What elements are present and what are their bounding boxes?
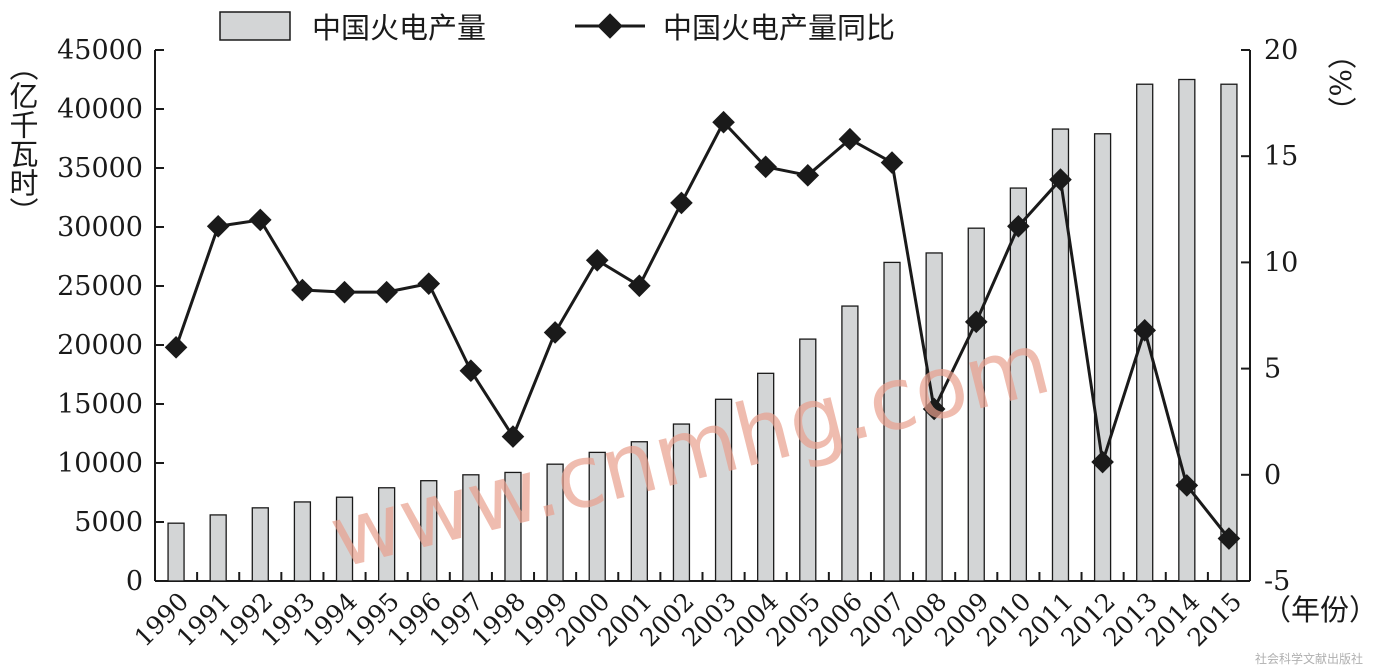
axes [154, 50, 1251, 582]
bar [377, 487, 396, 582]
y-left-tick-label: 15000 [57, 389, 143, 420]
bar [588, 451, 606, 582]
yoy-point [1217, 527, 1241, 550]
y-right-tick-label: 5 [1264, 354, 1281, 385]
bar [841, 305, 859, 582]
yoy-point [712, 110, 735, 134]
y-right-unit: （%） [1323, 40, 1357, 126]
publisher-mark: 社会科学文献出版社 [1255, 651, 1363, 666]
y-left-unit-text: （亿千瓦时） [5, 52, 39, 226]
yoy-point [333, 280, 356, 304]
yoy-point [459, 359, 483, 383]
bar [504, 471, 522, 582]
y-left-tick-label: 45000 [57, 35, 143, 66]
bar [462, 474, 480, 582]
legend-bar-swatch [219, 11, 291, 41]
bar [420, 480, 438, 582]
yoy-point [922, 397, 946, 421]
legend-line-label: 中国火电产量同比 [663, 11, 895, 45]
watermark: www.cnmhg.com [321, 313, 1059, 588]
bar [1178, 78, 1196, 582]
yoy-point [585, 248, 609, 272]
bar [799, 338, 817, 582]
bar [883, 261, 901, 582]
y-right-tick-label: 20 [1264, 35, 1298, 66]
x-ticks: 1990199119921993199419951996199719981999… [129, 572, 1247, 652]
bar [209, 514, 227, 582]
legend-line-marker [597, 13, 623, 39]
bar [1220, 83, 1238, 582]
yoy-point [1175, 474, 1199, 497]
yoy-point [1091, 450, 1114, 474]
legend-bar-label: 中国火电产量 [312, 11, 486, 45]
yoy-point [628, 274, 651, 298]
y-right-unit-text: （%） [1323, 40, 1357, 126]
yoy-point [206, 214, 230, 238]
yoy-point [417, 272, 441, 295]
y-left-tick-label: 5000 [74, 507, 143, 538]
yoy-point [501, 425, 525, 448]
bar [1051, 128, 1070, 582]
yoy-point [670, 191, 693, 215]
y-left-tick-label: 0 [126, 566, 143, 597]
y-left-tick-label: 40000 [57, 94, 143, 125]
x-axis-unit: （年份） [1262, 593, 1377, 627]
y-right-tick-label: -5 [1264, 566, 1290, 597]
legend: 中国火电产量 中国火电产量同比 [219, 11, 895, 45]
yoy-point [880, 151, 904, 174]
y-left-ticks: 0 5000 10000 15000 20000 25000 30000 35000 40000… [57, 35, 164, 597]
bar [1093, 133, 1112, 582]
bar [546, 463, 564, 582]
bar [630, 441, 648, 582]
y-left-unit: （亿千瓦时） [5, 52, 39, 226]
y-right-tick-label: 15 [1264, 141, 1298, 172]
bar [251, 507, 269, 582]
bar [335, 496, 354, 582]
y-left-tick-label: 25000 [57, 271, 143, 302]
yoy-point [248, 208, 272, 232]
bar [714, 398, 733, 582]
bar [167, 522, 185, 582]
yoy-point [375, 280, 398, 304]
yoy-point [164, 336, 188, 359]
bar [1009, 187, 1028, 582]
y-right-tick-label: 0 [1264, 460, 1281, 491]
y-left-tick-label: 20000 [57, 330, 143, 361]
y-right-ticks: -5 0 5 10 15 20 [1241, 35, 1298, 597]
bar [757, 372, 775, 582]
yoy-point [1133, 319, 1157, 342]
yoy-point [964, 310, 988, 334]
yoy-point [543, 321, 567, 344]
y-left-tick-label: 10000 [57, 448, 143, 479]
bar [293, 501, 312, 582]
y-left-tick-label: 35000 [57, 153, 143, 184]
y-left-tick-label: 30000 [57, 212, 143, 243]
yoy-point [291, 278, 314, 302]
bar [672, 423, 691, 582]
y-right-tick-label: 10 [1264, 247, 1298, 278]
